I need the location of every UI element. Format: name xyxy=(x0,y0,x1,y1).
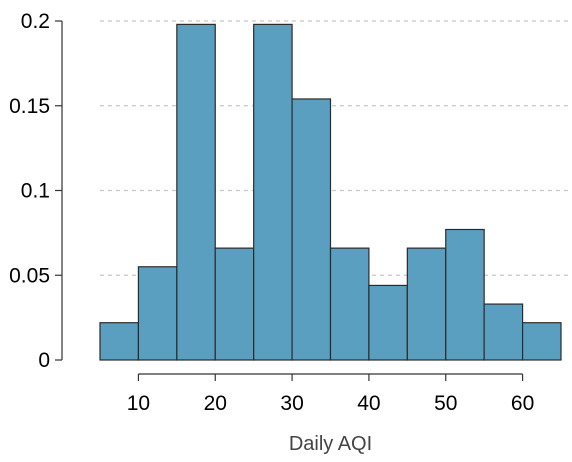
histogram-bar xyxy=(406,247,447,361)
histogram-bar xyxy=(483,303,524,361)
y-tick-label: 0.1 xyxy=(21,180,50,203)
y-tick-label: 0.2 xyxy=(21,10,50,33)
x-tick-label: 20 xyxy=(204,392,227,415)
gridlines xyxy=(100,20,571,276)
y-tick-label: 0.05 xyxy=(9,264,50,287)
y-axis-ticks: 0 0.05 0.1 0.15 0.2 xyxy=(9,10,62,372)
histogram-bar xyxy=(368,284,408,361)
histogram-bar xyxy=(176,23,216,361)
x-axis-title: Daily AQI xyxy=(289,433,372,455)
bars xyxy=(99,23,562,361)
histogram-bar xyxy=(253,23,293,361)
histogram-bar xyxy=(329,247,370,361)
x-tick-label: 10 xyxy=(127,392,150,415)
x-tick-label: 50 xyxy=(434,392,457,415)
x-tick-label: 40 xyxy=(357,392,380,415)
x-tick-label: 30 xyxy=(280,392,303,415)
x-axis-ticks: 10 20 30 40 50 60 xyxy=(127,374,534,415)
histogram-bar xyxy=(445,228,485,361)
y-tick-label: 0.15 xyxy=(9,95,50,118)
x-tick-label: 60 xyxy=(511,392,534,415)
histogram-bar xyxy=(137,266,178,361)
histogram-bar xyxy=(521,322,562,361)
histogram-bar xyxy=(214,247,255,361)
y-tick-label: 0 xyxy=(38,349,50,372)
histogram-bar xyxy=(99,322,140,361)
histogram-bar xyxy=(291,98,332,361)
